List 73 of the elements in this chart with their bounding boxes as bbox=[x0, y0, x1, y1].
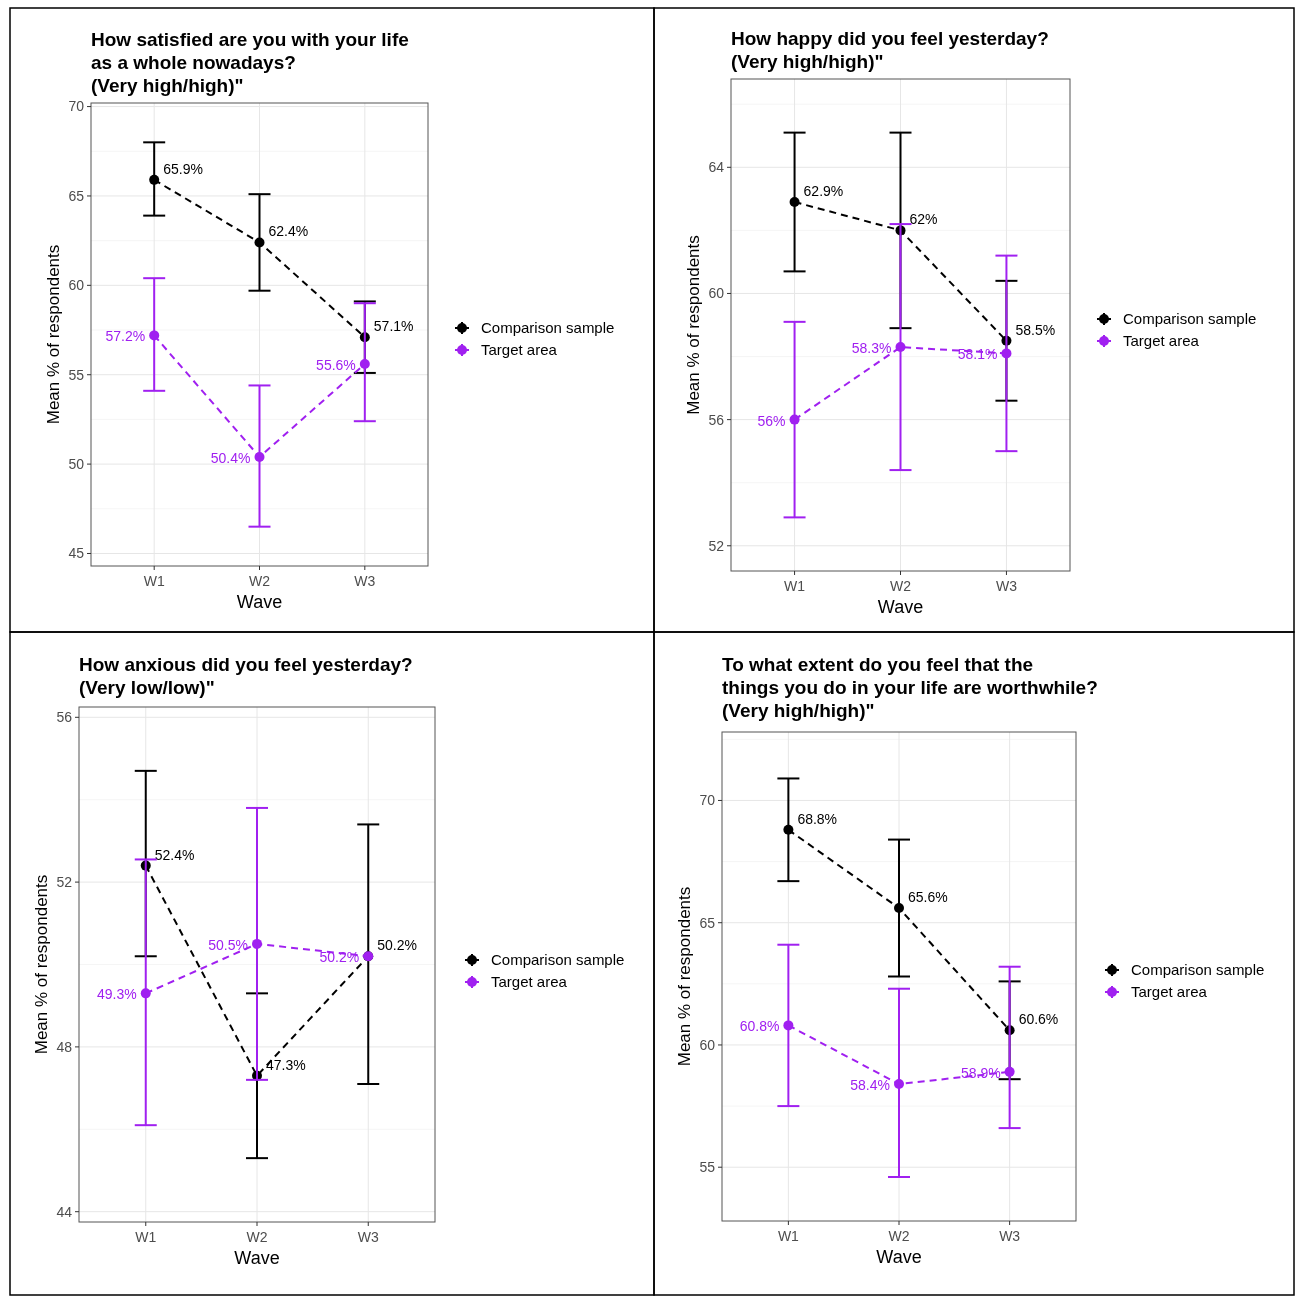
data-label: 50.2% bbox=[377, 937, 417, 954]
y-tick-label: 48 bbox=[56, 1038, 73, 1055]
y-tick-label: 45 bbox=[68, 545, 85, 562]
legend-label: Target area bbox=[481, 341, 558, 359]
chart-title: How anxious did you feel yesterday? (Very low/low)" bbox=[79, 653, 413, 698]
y-tick-label: 52 bbox=[708, 537, 725, 554]
legend-label: Comparison sample bbox=[1131, 961, 1265, 979]
data-label: 62% bbox=[909, 211, 938, 228]
data-label: 50.5% bbox=[208, 936, 248, 953]
data-label: 60.6% bbox=[1018, 1011, 1059, 1028]
data-label: 58.4% bbox=[850, 1077, 890, 1094]
y-tick-label: 65 bbox=[699, 914, 716, 931]
y-tick-label: 56 bbox=[708, 411, 725, 428]
data-label: 57.2% bbox=[105, 328, 146, 345]
data-label: 58.1% bbox=[957, 346, 998, 363]
data-label: 47.3% bbox=[266, 1056, 306, 1073]
data-label: 55.6% bbox=[316, 357, 356, 373]
x-tick-label: W1 bbox=[784, 578, 806, 594]
x-tick-label: W2 bbox=[888, 1228, 910, 1244]
x-tick-label: W3 bbox=[999, 1228, 1021, 1244]
y-tick-label: 60 bbox=[68, 277, 85, 294]
y-axis-title: Mean % of respondents bbox=[684, 235, 703, 415]
y-axis-title: Mean % of respondents bbox=[675, 886, 694, 1067]
chart-title: How satisfied are you with your life as a whole nowadays? (Very high/high)" bbox=[91, 28, 409, 96]
x-tick-label: W2 bbox=[246, 1229, 268, 1245]
data-label: 65.9% bbox=[163, 160, 203, 177]
data-label: 57.1% bbox=[373, 318, 414, 335]
legend-label: Comparison sample bbox=[481, 319, 615, 337]
y-tick-label: 70 bbox=[68, 98, 85, 115]
legend-label: Target area bbox=[491, 973, 568, 991]
legend-label: Comparison sample bbox=[1123, 310, 1257, 328]
legend-label: Target area bbox=[1123, 332, 1200, 350]
x-tick-label: W3 bbox=[354, 573, 376, 589]
chart-title: How happy did you feel yesterday? (Very high/high)" bbox=[731, 27, 1049, 72]
x-axis-title: Wave bbox=[236, 592, 283, 612]
data-label: 56% bbox=[757, 412, 786, 429]
x-tick-label: W1 bbox=[777, 1228, 800, 1244]
data-label: 58.9% bbox=[960, 1064, 1001, 1081]
y-tick-label: 52 bbox=[56, 874, 73, 890]
y-tick-label: 44 bbox=[56, 1203, 73, 1220]
data-label: 62.4% bbox=[268, 223, 309, 240]
data-label: 60.8% bbox=[739, 1018, 780, 1035]
x-tick-label: W2 bbox=[249, 573, 271, 589]
data-label: 52.4% bbox=[154, 846, 195, 863]
x-tick-label: W1 bbox=[135, 1229, 157, 1245]
data-label: 62.9% bbox=[803, 183, 844, 199]
x-axis-title: Wave bbox=[877, 597, 924, 617]
data-label: 50.4% bbox=[210, 449, 251, 466]
data-label: 49.3% bbox=[97, 986, 137, 1003]
x-tick-label: W3 bbox=[995, 578, 1018, 594]
y-axis-title: Mean % of respondents bbox=[44, 244, 63, 425]
x-axis-title: Wave bbox=[876, 1247, 922, 1267]
y-tick-label: 55 bbox=[68, 366, 85, 383]
data-label: 58.3% bbox=[851, 340, 892, 357]
x-tick-label: W3 bbox=[357, 1229, 379, 1245]
y-axis-title: Mean % of respondents bbox=[32, 874, 51, 1055]
data-label: 68.8% bbox=[797, 810, 838, 827]
x-axis-title: Wave bbox=[234, 1248, 280, 1268]
x-tick-label: W2 bbox=[890, 578, 912, 594]
y-tick-label: 70 bbox=[699, 792, 716, 809]
y-tick-label: 60 bbox=[699, 1036, 716, 1053]
data-label: 65.6% bbox=[908, 889, 948, 906]
y-tick-label: 60 bbox=[708, 285, 725, 302]
y-tick-label: 55 bbox=[699, 1159, 716, 1176]
data-label: 58.5% bbox=[1015, 321, 1056, 338]
chart-title: To what extent do you feel that the things you do in your life are worthwhile? (Very high/high)" bbox=[722, 653, 1098, 721]
y-tick-label: 65 bbox=[68, 187, 85, 204]
legend-label: Target area bbox=[1131, 983, 1208, 1001]
legend-label: Comparison sample bbox=[491, 951, 625, 969]
y-tick-label: 64 bbox=[708, 159, 725, 176]
x-tick-label: W1 bbox=[143, 573, 165, 589]
y-tick-label: 56 bbox=[56, 709, 73, 726]
y-tick-label: 50 bbox=[68, 456, 85, 472]
